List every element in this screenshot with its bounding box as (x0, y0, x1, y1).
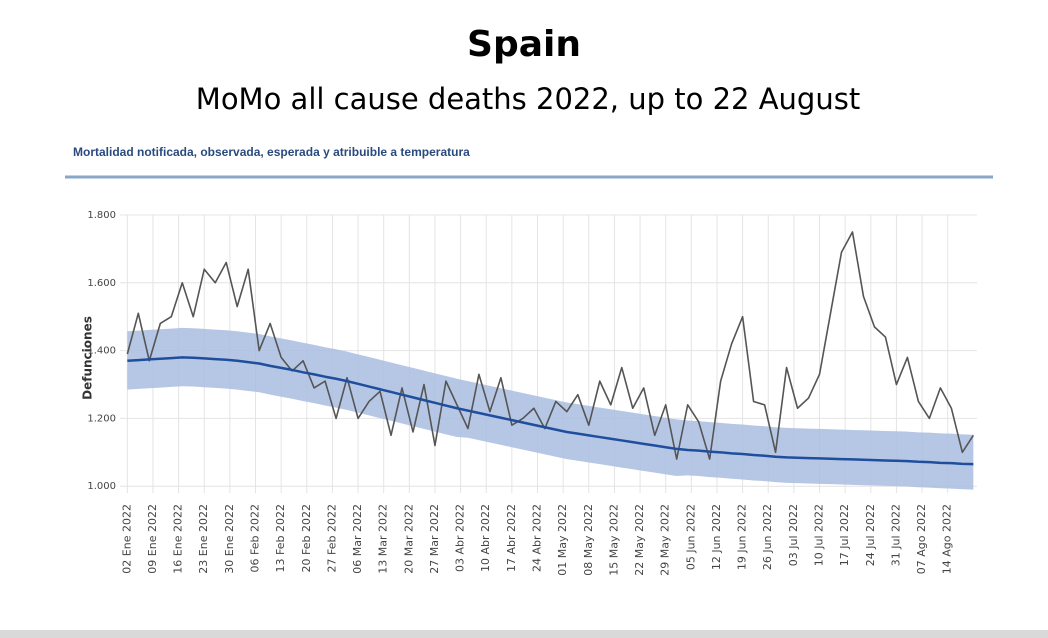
x-tick-label: 20 Mar 2022 (402, 504, 415, 574)
chart-subtitle: MoMo all cause deaths 2022, up to 22 Aug… (196, 82, 860, 116)
y-tick-label: 1.400 (87, 346, 116, 357)
series-line (127, 356, 974, 466)
bottom-bar (0, 630, 1048, 638)
x-tick-label: 13 Mar 2022 (377, 504, 390, 574)
x-tick-label: 03 Abr 2022 (454, 504, 467, 572)
x-tick-label: 06 Feb 2022 (249, 504, 262, 572)
x-tick-label: 01 May 2022 (556, 504, 569, 576)
y-axis-label: Defunciones (81, 316, 95, 400)
x-tick-label: 30 Ene 2022 (223, 504, 236, 574)
x-tick-label: 26 Jun 2022 (761, 504, 774, 570)
series-line (126, 231, 975, 460)
x-tick-label: 27 Feb 2022 (325, 504, 338, 572)
x-tick-label: 22 May 2022 (633, 504, 646, 576)
tolerance-band (127, 327, 974, 490)
y-tick-label: 1.200 (87, 413, 116, 424)
x-tick-label: 15 May 2022 (607, 504, 620, 576)
x-tick-label: 05 Jun 2022 (684, 504, 697, 570)
x-tick-label: 24 Jul 2022 (864, 504, 877, 566)
x-tick-label: 29 May 2022 (659, 504, 672, 576)
x-tick-label: 03 Jul 2022 (787, 504, 800, 566)
y-tick-label: 1.600 (87, 278, 116, 289)
x-tick-label: 19 Jun 2022 (736, 504, 749, 570)
x-tick-label: 09 Ene 2022 (146, 504, 159, 574)
y-tick-label: 1.000 (87, 481, 116, 492)
x-tick-label: 12 Jun 2022 (710, 504, 723, 570)
x-tick-label: 16 Ene 2022 (172, 504, 185, 574)
x-tick-label: 06 Mar 2022 (351, 504, 364, 574)
x-tick-label: 17 Abr 2022 (505, 504, 518, 572)
x-tick-label: 14 Ago 2022 (941, 504, 954, 574)
x-tick-label: 08 May 2022 (582, 504, 595, 576)
x-tick-label: 17 Jul 2022 (838, 504, 851, 566)
panel-header: Mortalidad notificada, observada, espera… (73, 145, 470, 159)
x-tick-label: 23 Ene 2022 (197, 504, 210, 574)
y-tick-label: 1.800 (87, 210, 116, 221)
chart-title: Spain (467, 24, 581, 65)
x-tick-label: 20 Feb 2022 (300, 504, 313, 572)
x-tick-label: 24 Abr 2022 (531, 504, 544, 572)
x-tick-label: 10 Abr 2022 (479, 504, 492, 572)
x-tick-label: 02 Ene 2022 (120, 504, 133, 574)
x-tick-label: 07 Ago 2022 (915, 504, 928, 574)
x-tick-label: 31 Jul 2022 (889, 504, 902, 566)
x-tick-label: 13 Feb 2022 (274, 504, 287, 572)
x-tick-label: 27 Mar 2022 (428, 504, 441, 574)
x-tick-label: 10 Jul 2022 (813, 504, 826, 566)
